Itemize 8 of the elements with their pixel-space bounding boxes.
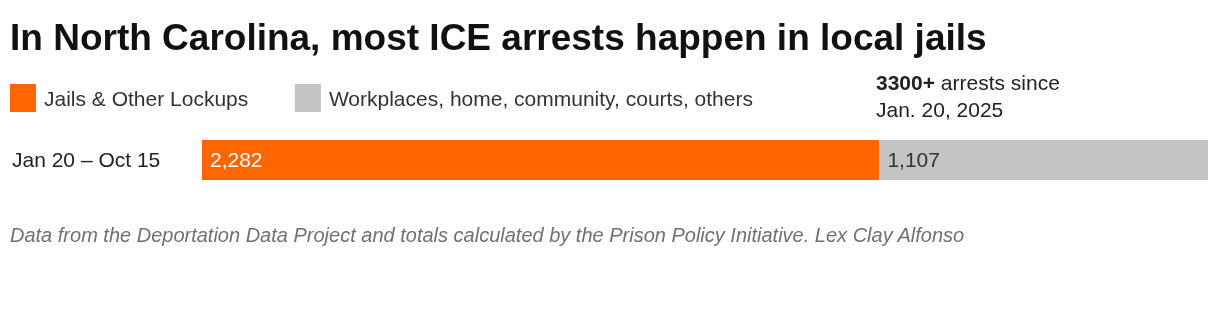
annotation: 3300+ arrests since Jan. 20, 2025: [876, 71, 1060, 121]
text: Data from the Deportation Data Project and totals calculated by the Prison Policy Initiative. Lex Clay Alfonso: [10, 224, 965, 246]
chart-title: In North Carolina, most ICE arrests happen in local jails: [10, 17, 987, 58]
legend-label: Jails & Other Lockups: [44, 87, 249, 110]
data-label: 1,107: [887, 148, 940, 171]
legend-label: Workplaces, home, community, courts, others: [328, 87, 753, 110]
y-tick-label: Jan 20 – Oct 15: [12, 148, 161, 171]
data-label: 2,282: [210, 148, 263, 171]
